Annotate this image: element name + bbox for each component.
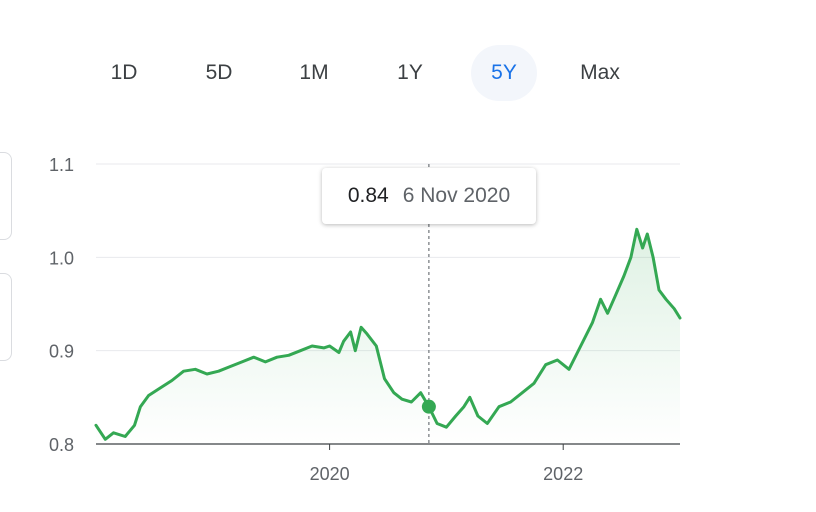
- y-tick-label: 1.1: [49, 155, 74, 175]
- y-tick-label: 0.9: [49, 342, 74, 362]
- x-tick-label: 2020: [310, 464, 350, 484]
- tab-5d[interactable]: 5D: [205, 61, 233, 84]
- tab-5y[interactable]: 5Y: [471, 45, 537, 101]
- highlight-point: [421, 399, 436, 414]
- range-tabs: 1D 5D 1M 1Y 5Y Max: [0, 45, 680, 101]
- area-fill: [96, 229, 680, 444]
- tooltip-value: 0.84: [347, 184, 389, 207]
- tab-1y[interactable]: 1Y: [397, 61, 423, 84]
- tooltip-date: 6 Nov 2020: [402, 184, 511, 207]
- y-tick-label: 0.8: [49, 435, 74, 455]
- y-tick-label: 1.0: [49, 248, 74, 268]
- side-panel-card: [0, 152, 12, 240]
- chart-tooltip: 0.84 6 Nov 2020: [322, 168, 536, 224]
- tab-1d[interactable]: 1D: [110, 61, 138, 84]
- series-line: [94, 227, 682, 441]
- tab-max[interactable]: Max: [580, 61, 620, 84]
- tab-1m[interactable]: 1M: [299, 61, 329, 84]
- x-tick-label: 2022: [543, 464, 583, 484]
- side-panel-card: [0, 273, 12, 361]
